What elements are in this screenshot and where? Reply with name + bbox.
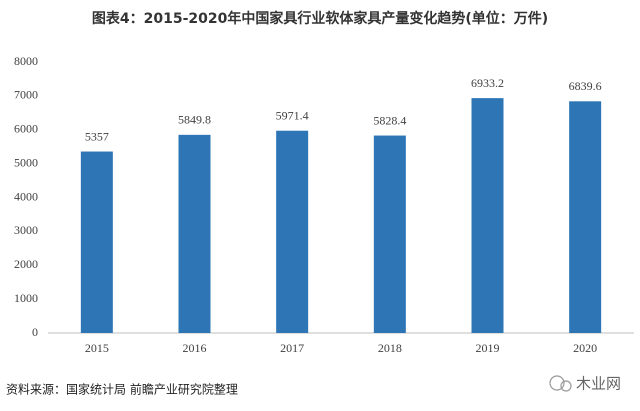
y-tick-label: 7000	[14, 88, 38, 102]
data-label: 5357	[85, 129, 109, 143]
y-tick-label: 0	[32, 325, 38, 339]
x-tick-label: 2020	[573, 341, 597, 355]
bar	[178, 134, 211, 333]
x-tick-label: 2016	[183, 341, 207, 355]
data-label: 6839.6	[569, 79, 602, 93]
data-label: 5828.4	[373, 113, 406, 127]
bar	[373, 135, 406, 333]
data-label: 5971.4	[276, 108, 309, 122]
y-tick-label: 6000	[14, 122, 38, 136]
bar	[276, 130, 309, 333]
watermark-icon	[549, 375, 572, 392]
y-tick-label: 1000	[14, 291, 38, 305]
chart-title: 图表4：2015-2020年中国家具行业软体家具产量变化趋势(单位：万件)	[92, 10, 548, 27]
data-label: 6933.2	[471, 76, 504, 90]
y-tick-label: 4000	[14, 189, 38, 203]
y-tick-label: 8000	[14, 54, 38, 68]
watermark: 木业网	[576, 375, 621, 393]
y-tick-label: 3000	[14, 223, 38, 237]
x-tick-label: 2019	[476, 341, 500, 355]
bar	[80, 151, 113, 333]
x-tick-label: 2018	[378, 341, 402, 355]
y-tick-label: 2000	[14, 257, 38, 271]
source-note: 资料来源：国家统计局 前瞻产业研究院整理	[6, 382, 238, 397]
data-label: 5849.8	[178, 113, 211, 127]
bar	[569, 101, 602, 333]
bar	[471, 98, 504, 333]
x-tick-label: 2017	[280, 341, 304, 355]
y-tick-label: 5000	[14, 155, 38, 169]
x-tick-label: 2015	[85, 341, 109, 355]
